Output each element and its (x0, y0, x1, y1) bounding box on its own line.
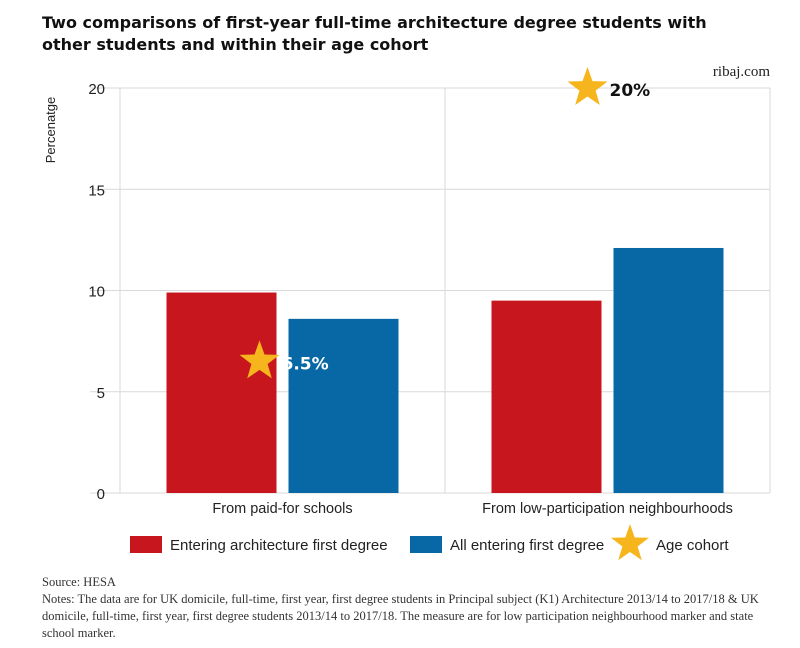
bar-architecture (166, 292, 277, 493)
age-cohort-star-icon (567, 67, 608, 105)
legend-swatch (410, 536, 442, 553)
chart-title: Two comparisons of first-year full-time … (42, 13, 707, 54)
x-category-labels: From paid-for schools From low-participat… (212, 501, 732, 517)
bar-chart: 0 5 10 15 20 Percenatge 6.5% 20% From paid-fo… (43, 67, 771, 561)
legend-label: All entering first degree (450, 537, 604, 554)
age-cohort-markers: 6.5% 20% (239, 67, 651, 379)
footnotes: Source: HESA Notes: The data are for UK … (42, 574, 762, 642)
bar-all-entering (288, 318, 399, 493)
notes-text: Notes: The data are for UK domicile, ful… (42, 592, 759, 640)
y-tick-label: 20 (88, 81, 105, 98)
age-cohort-star-icon (239, 340, 280, 379)
legend-swatch (130, 536, 162, 553)
bar-all-entering (613, 247, 724, 493)
y-tick-label: 0 (97, 486, 105, 503)
age-cohort-value-label: 20% (610, 81, 651, 101)
y-tick-label: 10 (88, 284, 105, 301)
y-tick-label: 5 (97, 385, 105, 402)
legend-label: Entering architecture first degree (170, 537, 388, 554)
y-tick-label: 15 (88, 182, 105, 199)
legend: Entering architecture first degree All en… (130, 524, 729, 561)
bars (166, 247, 724, 493)
y-axis-label: Percenatge (43, 97, 58, 164)
age-cohort-value-label: 6.5% (282, 354, 329, 374)
source-text: Source: HESA (42, 575, 116, 589)
brand-label: ribaj.com (712, 64, 770, 80)
legend-star-icon (611, 524, 649, 561)
y-tick-labels: 0 5 10 15 20 (88, 81, 105, 503)
x-category-label: From low-participation neighbourhoods (482, 501, 733, 517)
legend-label: Age cohort (656, 537, 729, 554)
bar-architecture (491, 300, 602, 493)
x-category-label: From paid-for schools (212, 501, 352, 517)
